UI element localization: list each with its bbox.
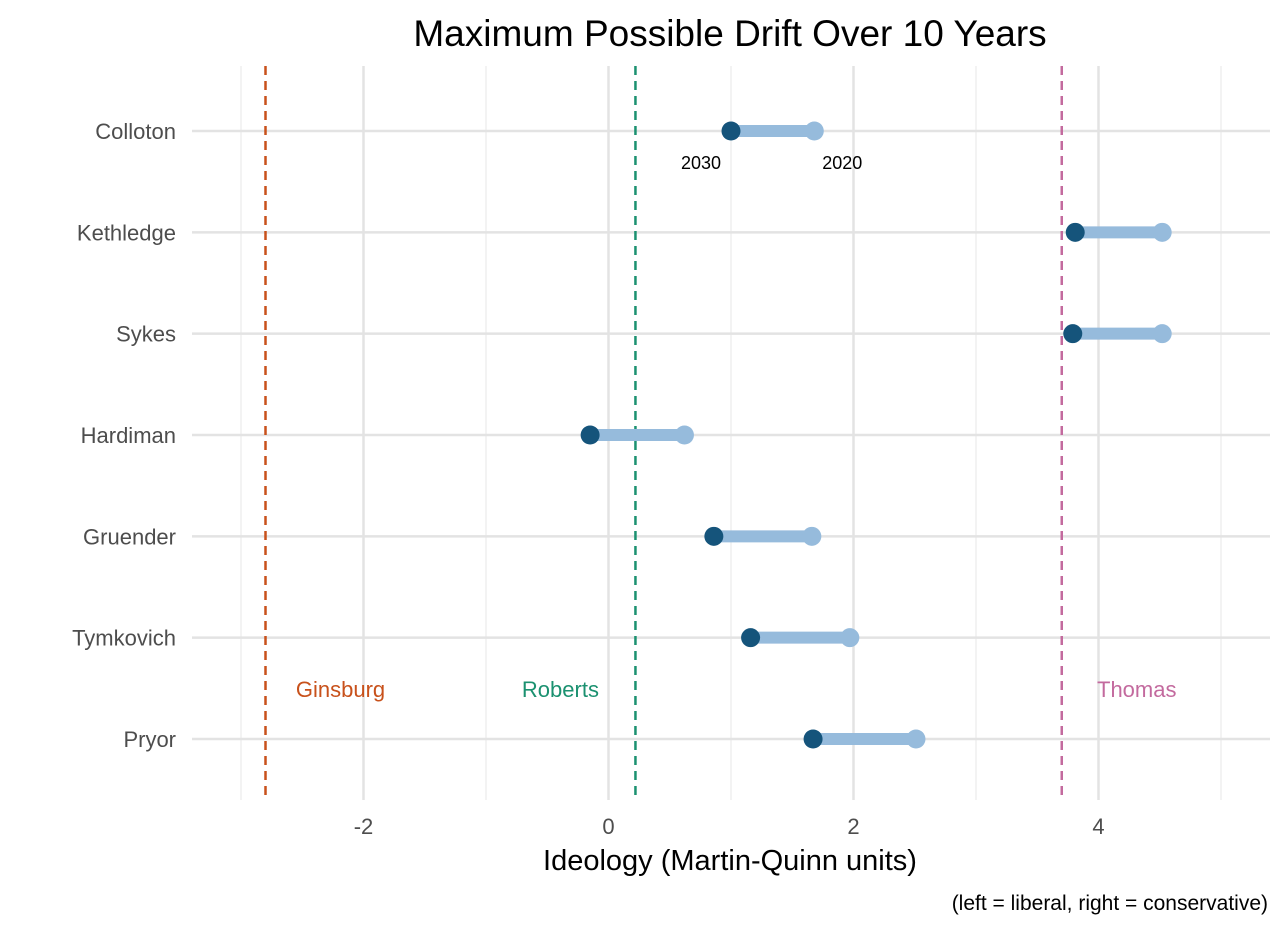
point-2020-pryor <box>906 729 926 749</box>
point-annotation-2030: 2030 <box>681 153 721 173</box>
reference-label-thomas: Thomas <box>1097 677 1176 702</box>
x-tick-label: 2 <box>847 814 859 839</box>
y-tick-label: Colloton <box>95 119 176 144</box>
point-2030-sykes <box>1063 324 1083 344</box>
y-tick-label: Kethledge <box>77 220 176 245</box>
point-2020-kethledge <box>1152 222 1172 242</box>
point-2030-colloton <box>721 121 741 141</box>
y-tick-label: Gruender <box>83 524 176 549</box>
y-tick-label: Hardiman <box>81 423 176 448</box>
chart-title: Maximum Possible Drift Over 10 Years <box>413 13 1046 54</box>
point-2020-colloton <box>804 121 824 141</box>
point-2030-tymkovich <box>741 628 761 648</box>
y-tick-label: Tymkovich <box>72 626 176 651</box>
x-axis-title: Ideology (Martin-Quinn units) <box>543 845 917 877</box>
chart-caption: (left = liberal, right = conservative) <box>952 892 1268 915</box>
point-2020-sykes <box>1152 324 1172 344</box>
reference-label-roberts: Roberts <box>522 677 599 702</box>
point-2030-gruender <box>704 526 724 546</box>
point-annotation-2020: 2020 <box>822 153 862 173</box>
x-tick-label: 4 <box>1092 814 1104 839</box>
point-2030-kethledge <box>1065 222 1085 242</box>
point-2020-tymkovich <box>840 628 860 648</box>
point-2020-hardiman <box>674 425 694 445</box>
point-2030-hardiman <box>580 425 600 445</box>
x-tick-label: -2 <box>354 814 374 839</box>
point-2030-pryor <box>803 729 823 749</box>
y-tick-label: Pryor <box>123 727 176 752</box>
y-tick-label: Sykes <box>116 322 176 347</box>
x-tick-label: 0 <box>602 814 614 839</box>
point-2020-gruender <box>802 526 822 546</box>
reference-label-ginsburg: Ginsburg <box>296 677 385 702</box>
